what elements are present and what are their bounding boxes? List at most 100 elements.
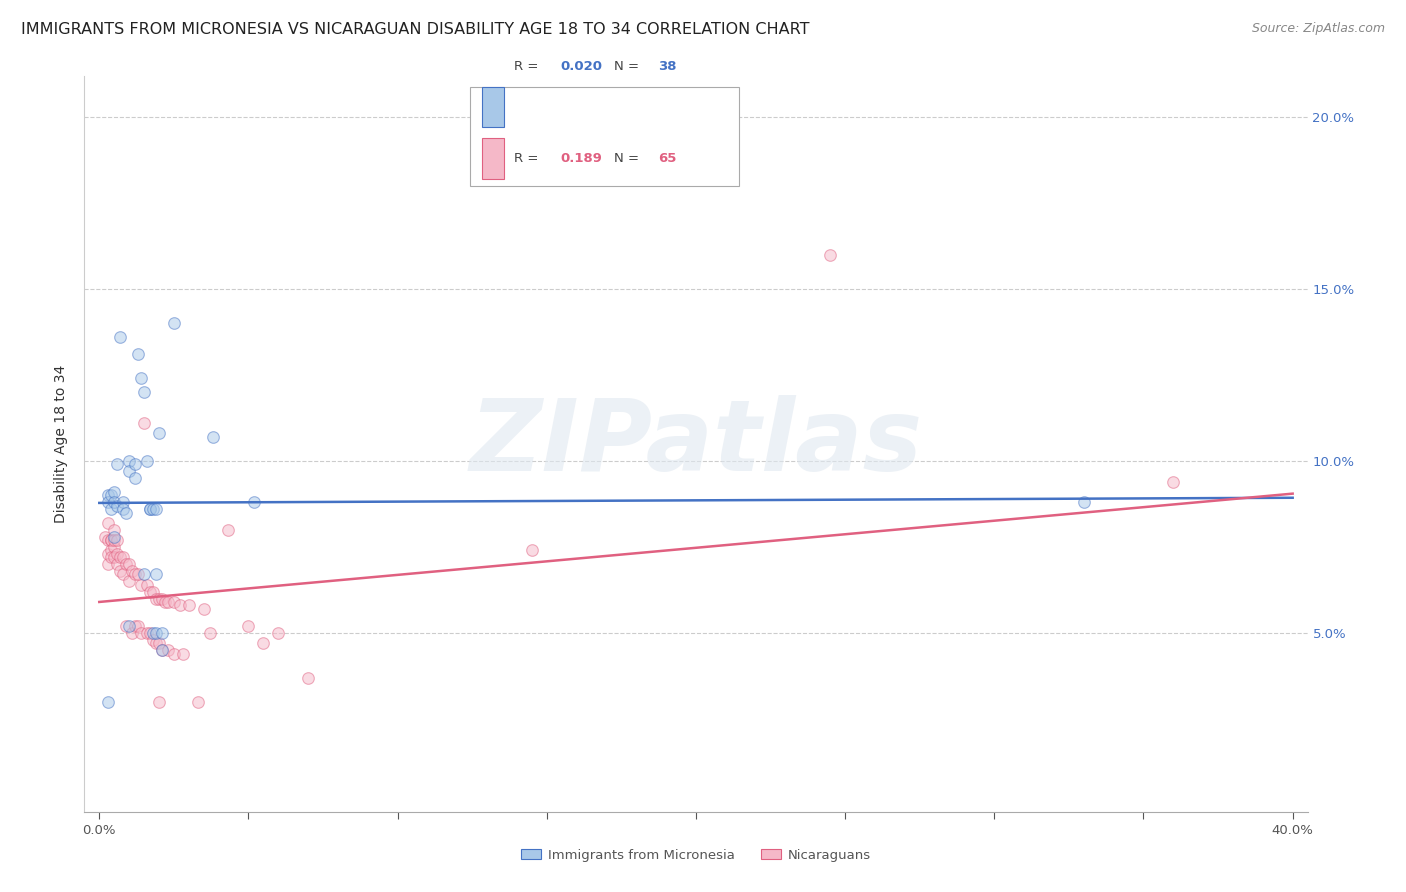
Point — [100, 488, 122, 502]
Point — [124, 619, 146, 633]
Point — [132, 385, 155, 400]
Point — [97, 547, 120, 561]
Text: ZIPatlas: ZIPatlas — [470, 395, 922, 492]
Point — [1163, 475, 1185, 489]
Point — [103, 550, 125, 565]
Point — [136, 454, 159, 468]
Point — [118, 619, 141, 633]
Point — [148, 695, 170, 709]
Point — [169, 599, 191, 613]
Point — [297, 671, 319, 685]
Point — [252, 636, 274, 650]
Point — [108, 564, 131, 578]
Point — [118, 464, 141, 478]
Point — [139, 502, 162, 516]
Point — [201, 430, 224, 444]
Bar — [482, 87, 503, 128]
Point — [177, 599, 200, 613]
Point — [118, 574, 141, 589]
Point — [108, 330, 131, 344]
Point — [156, 595, 179, 609]
Point — [150, 626, 173, 640]
Point — [156, 643, 179, 657]
FancyBboxPatch shape — [470, 87, 738, 186]
Point — [150, 591, 173, 606]
Point — [139, 584, 162, 599]
Point — [105, 557, 128, 571]
Text: Source: ZipAtlas.com: Source: ZipAtlas.com — [1251, 22, 1385, 36]
Point — [148, 426, 170, 441]
Point — [139, 502, 162, 516]
Point — [142, 632, 165, 647]
Point — [145, 502, 167, 516]
Point — [108, 550, 131, 565]
Point — [145, 636, 167, 650]
Point — [818, 247, 841, 261]
Point — [100, 533, 122, 547]
Point — [129, 578, 152, 592]
Point — [145, 626, 167, 640]
Text: IMMIGRANTS FROM MICRONESIA VS NICARAGUAN DISABILITY AGE 18 TO 34 CORRELATION CHA: IMMIGRANTS FROM MICRONESIA VS NICARAGUAN… — [21, 22, 810, 37]
Point — [121, 626, 143, 640]
Point — [145, 591, 167, 606]
Point — [163, 595, 186, 609]
Text: 38: 38 — [658, 60, 676, 73]
Point — [193, 602, 215, 616]
Point — [97, 488, 120, 502]
Point — [118, 557, 141, 571]
Point — [243, 495, 266, 509]
Text: 65: 65 — [658, 153, 676, 165]
Text: 0.020: 0.020 — [560, 60, 602, 73]
Point — [103, 484, 125, 499]
Point — [217, 523, 239, 537]
Point — [103, 530, 125, 544]
Point — [115, 557, 138, 571]
Point — [127, 567, 149, 582]
Point — [112, 502, 135, 516]
Point — [136, 626, 159, 640]
Point — [97, 495, 120, 509]
Y-axis label: Disability Age 18 to 34: Disability Age 18 to 34 — [55, 365, 69, 523]
Point — [145, 567, 167, 582]
Point — [97, 533, 120, 547]
Point — [112, 495, 135, 509]
Point — [127, 619, 149, 633]
Point — [172, 647, 194, 661]
Point — [198, 626, 221, 640]
Point — [94, 530, 117, 544]
Point — [267, 626, 290, 640]
Point — [150, 643, 173, 657]
Legend: Immigrants from Micronesia, Nicaraguans: Immigrants from Micronesia, Nicaraguans — [516, 843, 876, 867]
Point — [142, 626, 165, 640]
Point — [103, 540, 125, 554]
Point — [187, 695, 209, 709]
Text: 0.189: 0.189 — [560, 153, 602, 165]
Point — [112, 567, 135, 582]
Point — [121, 564, 143, 578]
Point — [148, 636, 170, 650]
Point — [153, 595, 176, 609]
Text: R =: R = — [513, 153, 543, 165]
Point — [124, 471, 146, 485]
Point — [127, 347, 149, 361]
Text: R =: R = — [513, 60, 543, 73]
Point — [97, 557, 120, 571]
Point — [103, 523, 125, 537]
Point — [100, 543, 122, 558]
Text: N =: N = — [614, 60, 644, 73]
Point — [129, 626, 152, 640]
Point — [163, 317, 186, 331]
Point — [124, 567, 146, 582]
Point — [139, 626, 162, 640]
Point — [105, 547, 128, 561]
Point — [520, 543, 543, 558]
Point — [132, 416, 155, 430]
Point — [118, 454, 141, 468]
Point — [1073, 495, 1095, 509]
Point — [115, 506, 138, 520]
Point — [112, 550, 135, 565]
Point — [115, 619, 138, 633]
Point — [97, 516, 120, 530]
Point — [105, 533, 128, 547]
Point — [148, 591, 170, 606]
